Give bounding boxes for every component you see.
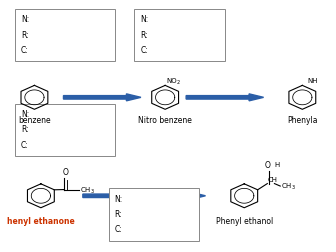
Text: R:: R: (21, 125, 29, 134)
Text: O: O (265, 161, 271, 170)
Text: C:: C: (21, 46, 29, 55)
Text: H: H (275, 162, 280, 168)
Text: NO: NO (167, 78, 177, 84)
Text: CH: CH (268, 177, 278, 183)
Text: Nitro benzene: Nitro benzene (138, 116, 192, 125)
Text: NH: NH (307, 78, 318, 84)
Text: C:: C: (21, 141, 29, 150)
Text: Phenyla: Phenyla (287, 116, 318, 125)
Text: 2: 2 (177, 80, 180, 85)
Text: henyl ethanone: henyl ethanone (7, 217, 75, 226)
Text: O: O (63, 168, 69, 177)
Text: N:: N: (140, 15, 149, 24)
Text: C:: C: (115, 226, 122, 234)
FancyBboxPatch shape (134, 9, 225, 61)
Text: R:: R: (115, 210, 122, 219)
FancyArrow shape (83, 192, 206, 199)
Text: benzene: benzene (18, 116, 51, 125)
FancyBboxPatch shape (15, 104, 115, 156)
Text: R:: R: (21, 30, 29, 40)
Text: C:: C: (140, 46, 148, 55)
FancyArrow shape (186, 94, 264, 101)
Text: N:: N: (21, 15, 29, 24)
Text: N:: N: (115, 195, 123, 204)
FancyArrow shape (64, 94, 141, 101)
Text: N:: N: (21, 110, 29, 119)
Text: CH$_3$: CH$_3$ (281, 182, 296, 193)
Text: R:: R: (140, 30, 148, 40)
FancyArrow shape (25, 111, 34, 156)
FancyBboxPatch shape (15, 9, 115, 61)
FancyBboxPatch shape (109, 188, 199, 241)
Text: CH$_3$: CH$_3$ (80, 186, 94, 196)
Text: Phenyl ethanol: Phenyl ethanol (216, 217, 273, 226)
